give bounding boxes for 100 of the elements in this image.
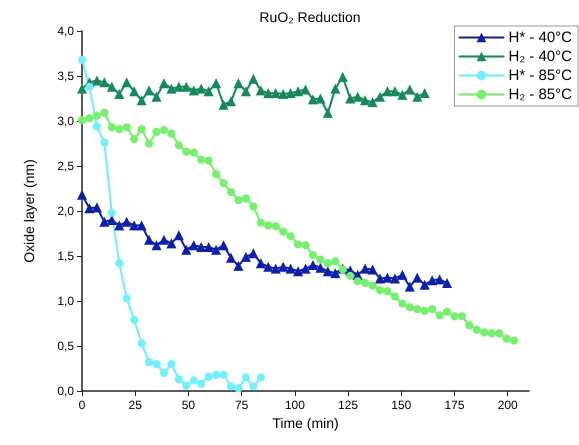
point xyxy=(249,382,258,390)
point xyxy=(406,303,414,312)
point xyxy=(99,77,110,88)
point xyxy=(279,228,288,236)
point xyxy=(308,94,318,104)
point xyxy=(346,272,354,280)
point xyxy=(211,244,222,255)
point xyxy=(293,266,304,276)
point xyxy=(136,95,147,106)
point xyxy=(114,89,124,99)
point xyxy=(122,123,131,132)
point xyxy=(122,77,132,88)
point xyxy=(114,220,124,230)
x-axis-title: Time (min) xyxy=(272,414,339,431)
point xyxy=(278,89,288,99)
point xyxy=(129,86,140,96)
point xyxy=(233,260,244,271)
point xyxy=(166,84,176,94)
point xyxy=(302,241,310,250)
point xyxy=(166,238,176,248)
point xyxy=(152,92,162,102)
point xyxy=(136,220,147,230)
point xyxy=(458,312,466,320)
point xyxy=(77,190,87,200)
point xyxy=(443,308,452,316)
point xyxy=(138,339,146,348)
point xyxy=(397,270,408,280)
point xyxy=(99,216,110,227)
point xyxy=(233,78,244,88)
point xyxy=(286,264,296,274)
point xyxy=(174,375,183,384)
point xyxy=(174,82,184,92)
point xyxy=(352,92,363,102)
point xyxy=(256,258,266,268)
point xyxy=(368,264,378,274)
point xyxy=(315,262,326,273)
point xyxy=(404,282,415,292)
point xyxy=(78,116,86,124)
y-tick-label: 1,5 xyxy=(57,249,74,263)
point xyxy=(92,202,102,212)
legend-label: H₂ - 40°C xyxy=(508,48,572,65)
point xyxy=(331,257,340,266)
y-axis-title: Oxide layer (nm) xyxy=(21,159,37,263)
point xyxy=(122,216,132,227)
point xyxy=(144,234,154,245)
x-tick-label: 0 xyxy=(78,398,86,412)
point xyxy=(300,84,310,94)
point xyxy=(427,275,438,286)
point xyxy=(263,262,274,272)
point xyxy=(324,259,332,268)
point xyxy=(220,179,228,188)
point xyxy=(330,84,340,94)
point xyxy=(196,84,206,94)
point xyxy=(92,76,102,86)
point xyxy=(412,272,422,283)
point xyxy=(294,240,302,248)
point xyxy=(270,264,281,274)
point xyxy=(182,382,190,390)
point xyxy=(412,92,422,102)
point xyxy=(108,208,116,217)
point xyxy=(465,321,474,330)
point xyxy=(84,203,94,214)
point xyxy=(242,194,250,202)
point xyxy=(152,240,162,250)
point xyxy=(436,311,444,320)
point xyxy=(234,196,242,204)
point xyxy=(115,125,124,134)
point xyxy=(382,86,392,96)
x-tick-label: 25 xyxy=(128,398,142,412)
point xyxy=(354,277,362,286)
point xyxy=(145,140,154,148)
point xyxy=(212,370,220,379)
point xyxy=(144,85,154,96)
point xyxy=(115,259,124,268)
point xyxy=(152,128,160,136)
point xyxy=(286,88,296,98)
point xyxy=(92,122,101,130)
x-tick-label: 75 xyxy=(234,398,249,412)
point xyxy=(145,358,154,366)
point xyxy=(197,156,206,164)
point xyxy=(188,240,199,250)
point xyxy=(390,292,399,300)
x-tick-label: 50 xyxy=(182,398,196,412)
point xyxy=(316,256,324,264)
point xyxy=(272,222,280,230)
point xyxy=(158,78,169,88)
point xyxy=(190,376,198,384)
point xyxy=(174,141,183,150)
point xyxy=(420,306,429,315)
point xyxy=(397,90,408,100)
point xyxy=(138,125,146,134)
point xyxy=(227,188,235,196)
point xyxy=(240,252,251,262)
point xyxy=(286,232,295,240)
point xyxy=(413,305,422,314)
point xyxy=(420,88,430,98)
y-tick-label: 3,5 xyxy=(57,69,74,83)
point xyxy=(420,280,430,290)
point xyxy=(77,84,87,94)
x-tick-label: 100 xyxy=(284,398,306,412)
